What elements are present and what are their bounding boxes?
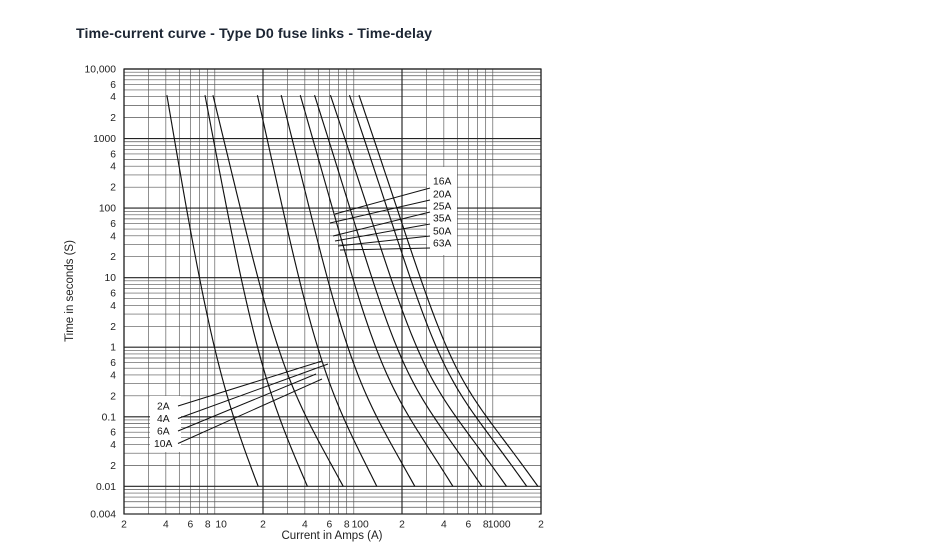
svg-text:35A: 35A: [433, 214, 451, 225]
svg-text:2: 2: [538, 520, 544, 531]
svg-text:20A: 20A: [433, 190, 451, 201]
svg-text:4: 4: [110, 440, 116, 451]
svg-text:1000: 1000: [93, 134, 116, 145]
svg-text:6A: 6A: [157, 427, 170, 438]
svg-text:6: 6: [110, 358, 116, 369]
svg-text:2: 2: [121, 520, 127, 531]
svg-text:10A: 10A: [154, 439, 172, 450]
svg-text:4A: 4A: [157, 414, 170, 425]
svg-text:63A: 63A: [433, 239, 451, 250]
svg-text:2A: 2A: [157, 402, 170, 413]
svg-text:4: 4: [441, 520, 447, 531]
svg-text:50A: 50A: [433, 227, 451, 238]
svg-text:4: 4: [110, 162, 116, 173]
svg-text:2: 2: [110, 461, 116, 472]
svg-text:1: 1: [110, 343, 116, 354]
svg-text:2: 2: [110, 113, 116, 124]
svg-text:8: 8: [205, 520, 211, 531]
svg-text:100: 100: [352, 520, 369, 531]
svg-text:6: 6: [110, 428, 116, 439]
svg-text:4: 4: [163, 520, 169, 531]
svg-text:6: 6: [110, 289, 116, 300]
svg-text:2: 2: [110, 183, 116, 194]
svg-text:8: 8: [344, 520, 350, 531]
svg-text:100: 100: [99, 204, 116, 215]
svg-text:4: 4: [110, 231, 116, 242]
svg-text:Current in Amps (A): Current in Amps (A): [282, 530, 383, 542]
svg-text:10: 10: [105, 273, 117, 284]
svg-text:0.1: 0.1: [102, 412, 117, 423]
svg-text:2: 2: [260, 520, 266, 531]
svg-text:6: 6: [110, 149, 116, 160]
svg-text:6: 6: [110, 80, 116, 91]
svg-text:25A: 25A: [433, 202, 451, 213]
svg-text:10,000: 10,000: [85, 65, 117, 76]
svg-text:2: 2: [110, 252, 116, 263]
svg-text:4: 4: [110, 301, 116, 312]
svg-text:6: 6: [110, 219, 116, 230]
svg-text:4: 4: [302, 520, 308, 531]
svg-text:6: 6: [187, 520, 193, 531]
svg-text:2: 2: [399, 520, 405, 531]
svg-text:6: 6: [465, 520, 471, 531]
svg-text:6: 6: [326, 520, 332, 531]
svg-text:4: 4: [110, 370, 116, 381]
svg-text:2: 2: [110, 391, 116, 402]
svg-text:2: 2: [110, 322, 116, 333]
svg-text:0.01: 0.01: [96, 482, 116, 493]
svg-text:1000: 1000: [488, 520, 511, 531]
svg-text:10: 10: [215, 520, 227, 531]
svg-text:4: 4: [110, 92, 116, 103]
svg-text:0.004: 0.004: [90, 510, 116, 521]
svg-text:16A: 16A: [433, 177, 451, 188]
svg-text:Time in seconds (S): Time in seconds (S): [64, 240, 76, 342]
